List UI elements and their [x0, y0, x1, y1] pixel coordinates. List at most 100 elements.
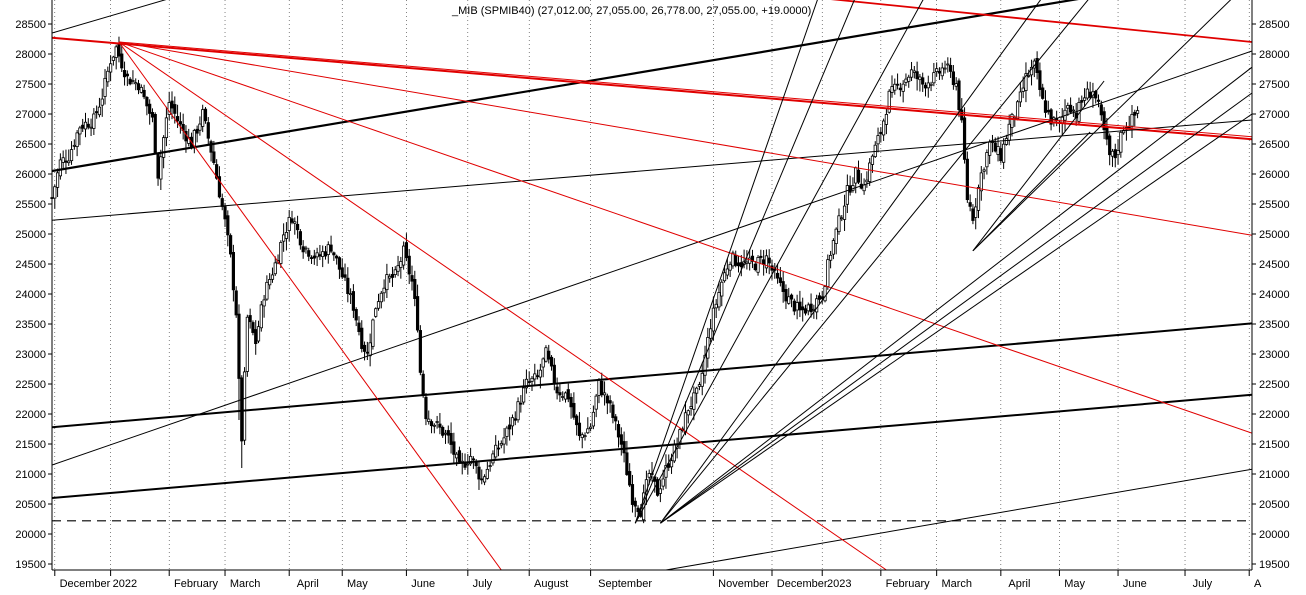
- candle-body: [293, 221, 297, 224]
- candle-body: [552, 364, 556, 385]
- x-tick-label: March: [230, 578, 261, 590]
- candle-body: [907, 76, 911, 82]
- candle-body: [1080, 100, 1084, 103]
- candle-body: [725, 268, 729, 276]
- y-tick-label-left: 23000: [15, 349, 46, 361]
- candle-body: [502, 437, 506, 445]
- candle-body: [692, 392, 696, 410]
- candle-body: [307, 250, 311, 257]
- y-tick-label-right: 27500: [1259, 79, 1290, 91]
- y-tick-label-right: 20500: [1259, 499, 1290, 511]
- candle-body: [962, 117, 967, 160]
- candle-body: [1066, 105, 1070, 109]
- candle-body: [402, 245, 406, 266]
- candle-body: [887, 90, 891, 113]
- candle-body: [870, 155, 875, 165]
- candle-body: [734, 254, 738, 266]
- x-tick-label: June: [411, 578, 435, 590]
- candle-body: [427, 418, 431, 422]
- candle-body: [580, 434, 584, 439]
- candle-body: [505, 427, 509, 437]
- candle-body: [139, 86, 143, 93]
- candle-body: [890, 86, 894, 93]
- red-trendline: [118, 41, 1252, 434]
- candle-body: [608, 400, 612, 404]
- candle-body: [965, 158, 969, 201]
- candle-body: [496, 447, 501, 450]
- y-tick-label-right: 26500: [1259, 139, 1290, 151]
- candle-body: [215, 164, 219, 179]
- y-tick-label-right: 23500: [1259, 319, 1290, 331]
- y-tick-label-left: 26500: [15, 139, 46, 151]
- black-trendline: [634, 0, 818, 524]
- candle-body: [985, 152, 989, 168]
- candle-body: [929, 83, 933, 86]
- candle-body: [142, 89, 146, 98]
- candle-body: [605, 395, 609, 404]
- candle-body: [566, 389, 570, 400]
- candle-body: [156, 153, 160, 179]
- candle-body: [346, 277, 350, 295]
- candle-body: [240, 377, 244, 442]
- candle-body: [145, 96, 149, 107]
- candle-body: [748, 257, 752, 264]
- x-tick-label: November: [718, 578, 769, 590]
- candle-body: [616, 424, 621, 438]
- candle-body: [996, 146, 1000, 155]
- candle-body: [1071, 109, 1075, 112]
- candle-body: [1015, 101, 1020, 119]
- candle-body: [923, 84, 928, 89]
- candle-body: [951, 71, 955, 85]
- candle-body: [410, 275, 414, 282]
- candle-body: [223, 206, 227, 220]
- black-trendline: [52, 0, 1079, 173]
- candle-body: [72, 144, 76, 147]
- candle-body: [404, 242, 409, 259]
- candle-body: [815, 298, 819, 313]
- candle-body: [1046, 109, 1050, 113]
- candle-body: [555, 386, 559, 394]
- candle-body: [979, 172, 983, 192]
- candle-body: [711, 307, 715, 332]
- candle-body: [801, 306, 805, 311]
- x-tick-label: A: [1254, 578, 1262, 590]
- candle-body: [533, 373, 537, 380]
- candle-body: [661, 478, 665, 487]
- candle-body: [647, 473, 651, 478]
- candle-body: [298, 231, 302, 246]
- candle-body: [220, 198, 224, 207]
- candle-body: [203, 108, 208, 122]
- candle-body: [432, 424, 436, 427]
- candle-body: [1018, 91, 1022, 103]
- candle-body: [407, 255, 411, 275]
- candle-body: [109, 63, 113, 73]
- candle-body: [270, 274, 275, 280]
- candle-body: [789, 294, 794, 300]
- candle-body: [686, 410, 690, 416]
- candle-body: [722, 272, 727, 282]
- candle-body: [882, 120, 886, 136]
- candle-body: [1085, 88, 1089, 99]
- candle-body: [842, 205, 847, 220]
- y-tick-label-right: 28500: [1259, 19, 1290, 31]
- candle-body: [1041, 87, 1045, 99]
- candle-body: [58, 159, 62, 177]
- candle-body: [326, 244, 330, 255]
- candle-body: [273, 262, 277, 275]
- y-tick-label-left: 26000: [15, 169, 46, 181]
- candle-body: [134, 82, 138, 85]
- candle-body: [935, 68, 939, 72]
- black-trendline: [660, 92, 1252, 524]
- candle-body: [1021, 87, 1025, 92]
- candle-body: [1135, 110, 1140, 114]
- trendlines: [52, 0, 1252, 570]
- candle-body: [563, 392, 568, 400]
- candle-body: [287, 217, 291, 231]
- candle-body: [446, 430, 450, 436]
- candle-body: [669, 460, 674, 468]
- candle-body: [1119, 131, 1123, 153]
- candle-body: [717, 292, 721, 308]
- candle-body: [575, 415, 579, 426]
- candle-body: [251, 322, 255, 333]
- candle-body: [388, 275, 392, 279]
